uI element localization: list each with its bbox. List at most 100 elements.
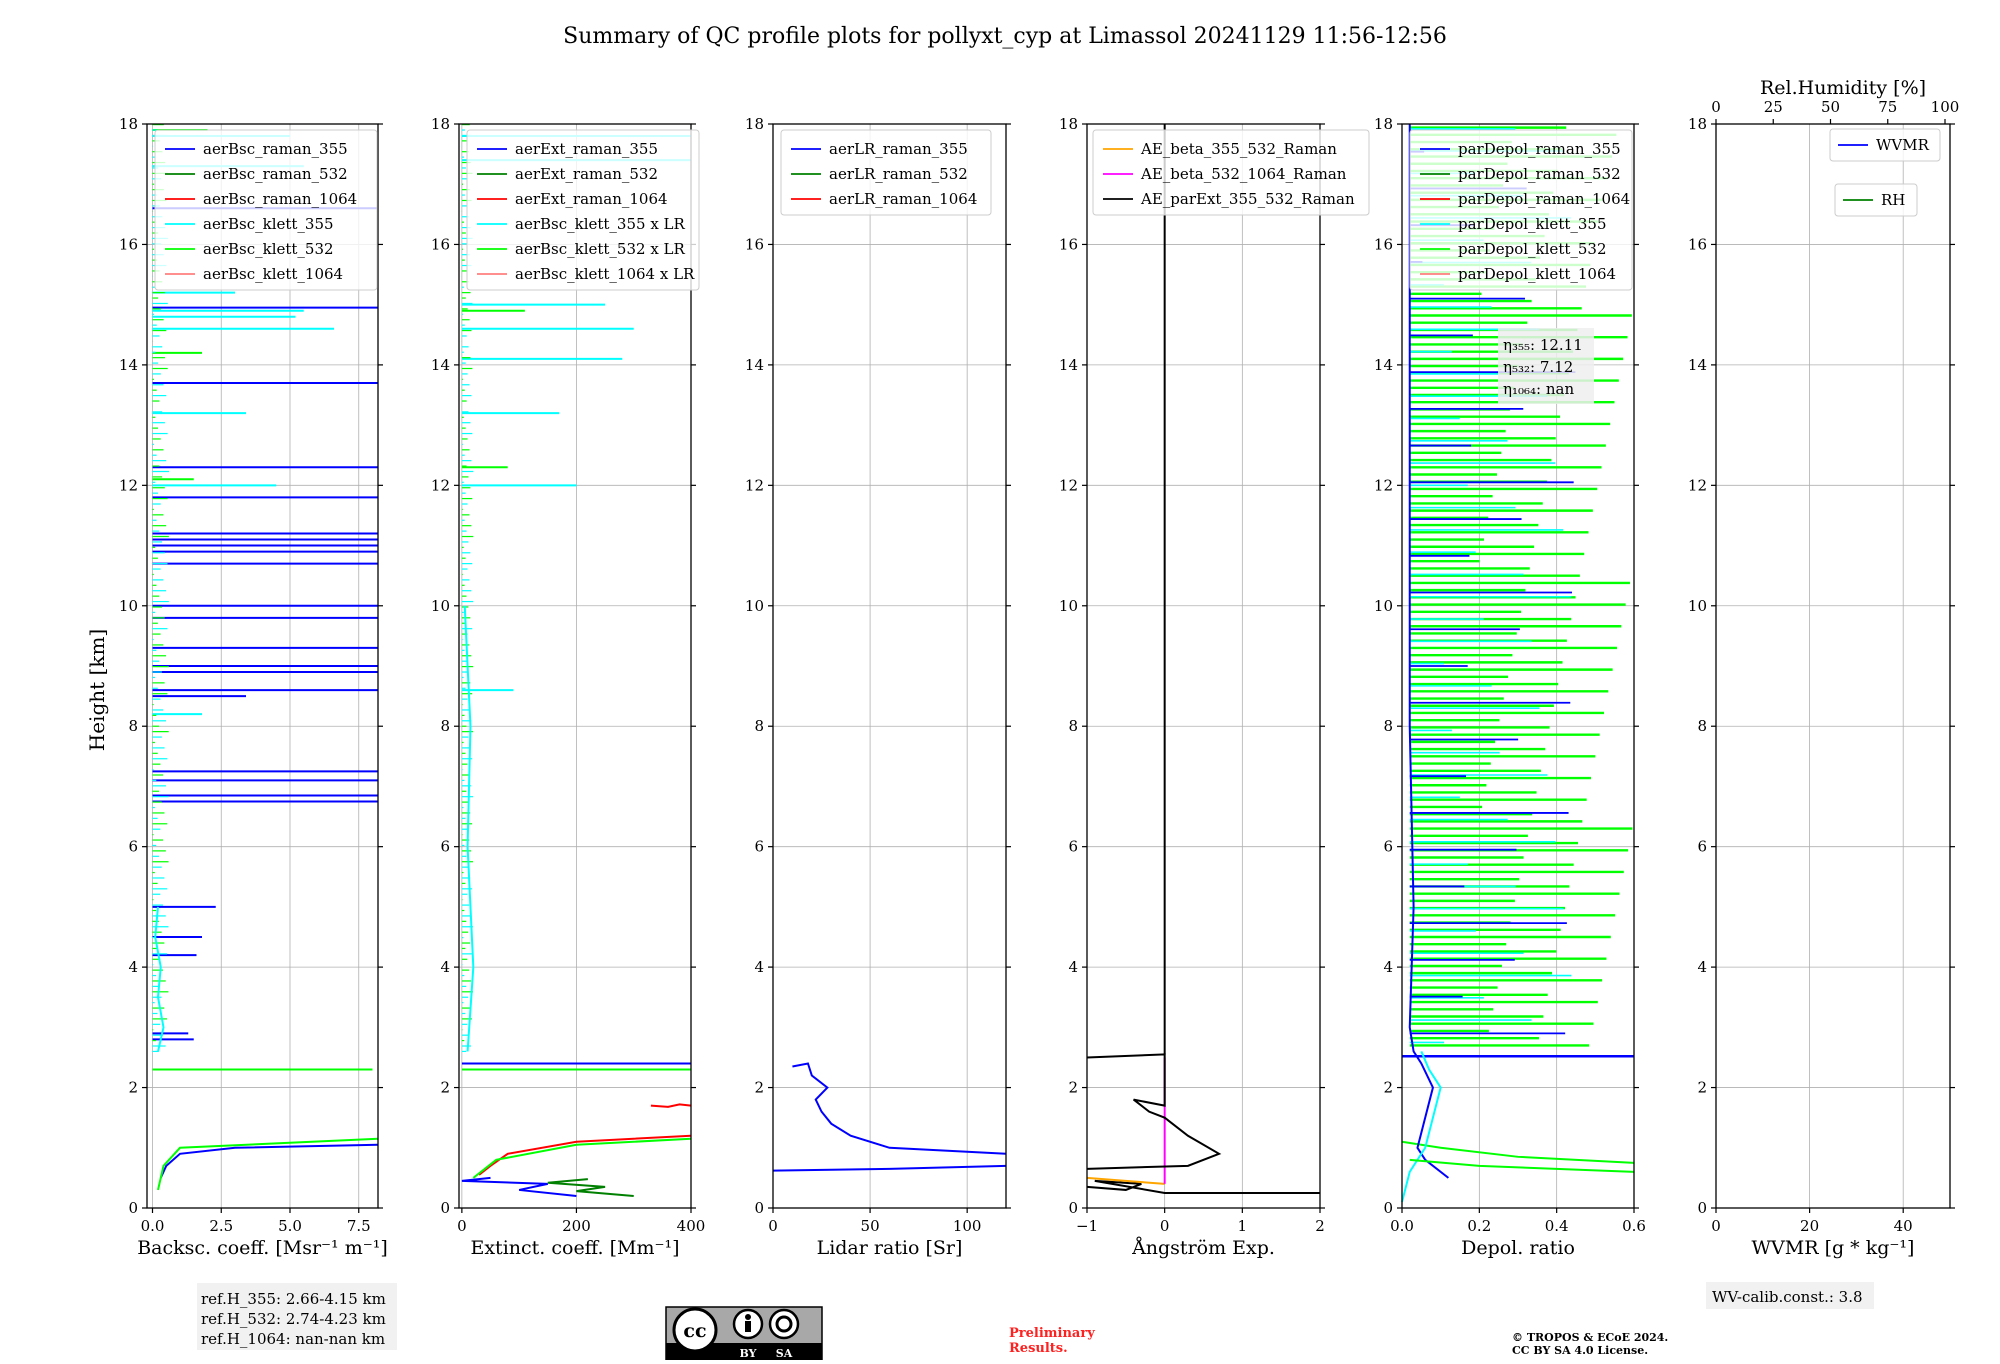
x-axis-label: Depol. ratio [1461,1237,1575,1259]
x-tick-label: −1 [1076,1217,1098,1235]
y-tick-label: 10 [1374,597,1393,615]
x-tick-label: 40 [1894,1217,1913,1235]
legend-box [154,129,378,291]
y-tick-label: 2 [1383,1079,1393,1097]
y-tick-label: 18 [119,115,138,133]
copyright-line-2: CC BY SA 4.0 License. [1512,1344,1648,1357]
legend-label: parDepol_raman_532 [1458,165,1621,183]
y-tick-label: 0 [128,1199,138,1217]
copyright-line-1: © TROPOS & ECoE 2024. [1512,1331,1668,1344]
legend-label: aerBsc_klett_1064 [203,265,343,283]
legend-label: aerBsc_raman_532 [203,165,348,183]
legend-label: aerExt_raman_532 [515,165,658,183]
y-tick-label: 14 [1059,356,1078,374]
x-tick-label: 400 [677,1217,706,1235]
x-tick-label: 0 [457,1217,467,1235]
eta-line: η₅₃₂: 7.12 [1503,358,1573,376]
y-tick-label: 10 [1688,597,1707,615]
legend-label: aerBsc_klett_355 x LR [515,215,686,233]
y-tick-label: 18 [1374,115,1393,133]
x-axis-label: WVMR [g * kg⁻¹] [1752,1237,1915,1259]
legend-label: aerExt_raman_355 [515,140,658,158]
legend-box [1834,183,1918,217]
y-tick-label: 16 [1688,235,1707,253]
figure-title: Summary of QC profile plots for pollyxt_… [563,24,1447,49]
x-tick-label: 0 [1160,1217,1170,1235]
y-tick-label: 0 [440,1199,450,1217]
legend-label: AE_beta_532_1064_Raman [1140,165,1347,183]
y-tick-label: 8 [440,717,450,735]
y-tick-label: 12 [1059,476,1078,494]
legend-box [466,129,700,291]
legend-label: aerBsc_raman_1064 [203,190,357,208]
x-tick-label: 7.5 [347,1217,371,1235]
legend-label: aerLR_raman_355 [829,140,968,158]
y-tick-label: 18 [745,115,764,133]
legend-label: aerBsc_klett_355 [203,215,334,233]
y-tick-label: 18 [431,115,450,133]
y-tick-label: 8 [754,717,764,735]
axes-frame [1401,123,1635,1209]
y-tick-label: 4 [128,958,138,976]
y-tick-label: 10 [431,597,450,615]
x-tick-label: 0 [768,1217,778,1235]
panel-2: 0 2 4 6 8 10 12 14 16 18 0 200 400 Extinct. coeff. [M… [431,115,705,1259]
panel-5: 0 2 4 6 8 10 12 14 16 18 0.0 0.2 0.4 0.6 Depol. ratio p… [1374,115,1646,1259]
axes-frame [1086,123,1321,1209]
legend-label: aerBsc_klett_532 x LR [515,240,686,258]
series-line [792,1062,1007,1155]
preliminary-line-1: Preliminary [1009,1326,1095,1341]
x-tick-label: 100 [953,1217,982,1235]
series-line [461,1176,577,1197]
eta-line: η₃₅₅: 12.11 [1503,336,1583,354]
legend-label: parDepol_klett_355 [1458,215,1607,233]
legend-box [1829,128,1941,162]
badge-by: BY [740,1347,757,1360]
extra-black_low [1086,1179,1320,1194]
legend-label: aerBsc_klett_532 [203,240,334,258]
legend-label: aerExt_raman_1064 [515,190,668,208]
y-tick-label: 8 [1697,717,1707,735]
eta-line: η₁₀₆₄: nan [1503,380,1574,398]
y-tick-label: 6 [754,838,764,856]
x-tick-label: 2 [1315,1217,1325,1235]
legend-label: aerBsc_raman_355 [203,140,348,158]
x-tick-label: 0.2 [1467,1217,1491,1235]
x-tick-label: 5.0 [278,1217,302,1235]
y-tick-label: 6 [1068,838,1078,856]
y-tick-label: 14 [745,356,764,374]
axes-frame [1715,123,1951,1209]
refh-line: ref.H_1064: nan-nan km [201,1330,385,1348]
svg-text:cc: cc [683,1320,706,1342]
y-tick-label: 10 [745,597,764,615]
extra-blue_low [772,1164,1007,1172]
legend-label: parDepol_raman_1064 [1458,190,1630,208]
y-tick-label: 10 [119,597,138,615]
y-tick-label: 12 [431,476,450,494]
preliminary-line-2: Results. [1009,1341,1068,1356]
x2-tick-label: 0 [1711,98,1721,116]
y-tick-label: 14 [1688,356,1707,374]
series-line [159,1143,379,1179]
series-line [154,906,165,1052]
legend-label: parDepol_klett_532 [1458,240,1607,258]
y-tick-label: 0 [1383,1199,1393,1217]
y-tick-label: 14 [1374,356,1393,374]
x-tick-label: 0.4 [1545,1217,1569,1235]
y-tick-label: 12 [1374,476,1393,494]
wv-calib-box [1706,1282,1874,1309]
refh-line: ref.H_355: 2.66-4.15 km [201,1290,386,1308]
y-tick-label: 0 [1068,1199,1078,1217]
panel-1: 0 2 4 6 8 10 12 14 16 18 0.0 2.5 5.0 7.5 Backsc. coeff… [119,115,397,1350]
legend-box [780,129,992,216]
y-tick-label: 16 [431,235,450,253]
x-tick-label: 200 [562,1217,591,1235]
y-tick-label: 0 [1697,1199,1707,1217]
series-line [463,605,475,1052]
extra-red_segment [650,1103,692,1108]
y-tick-label: 18 [1059,115,1078,133]
series-line [472,1137,692,1179]
